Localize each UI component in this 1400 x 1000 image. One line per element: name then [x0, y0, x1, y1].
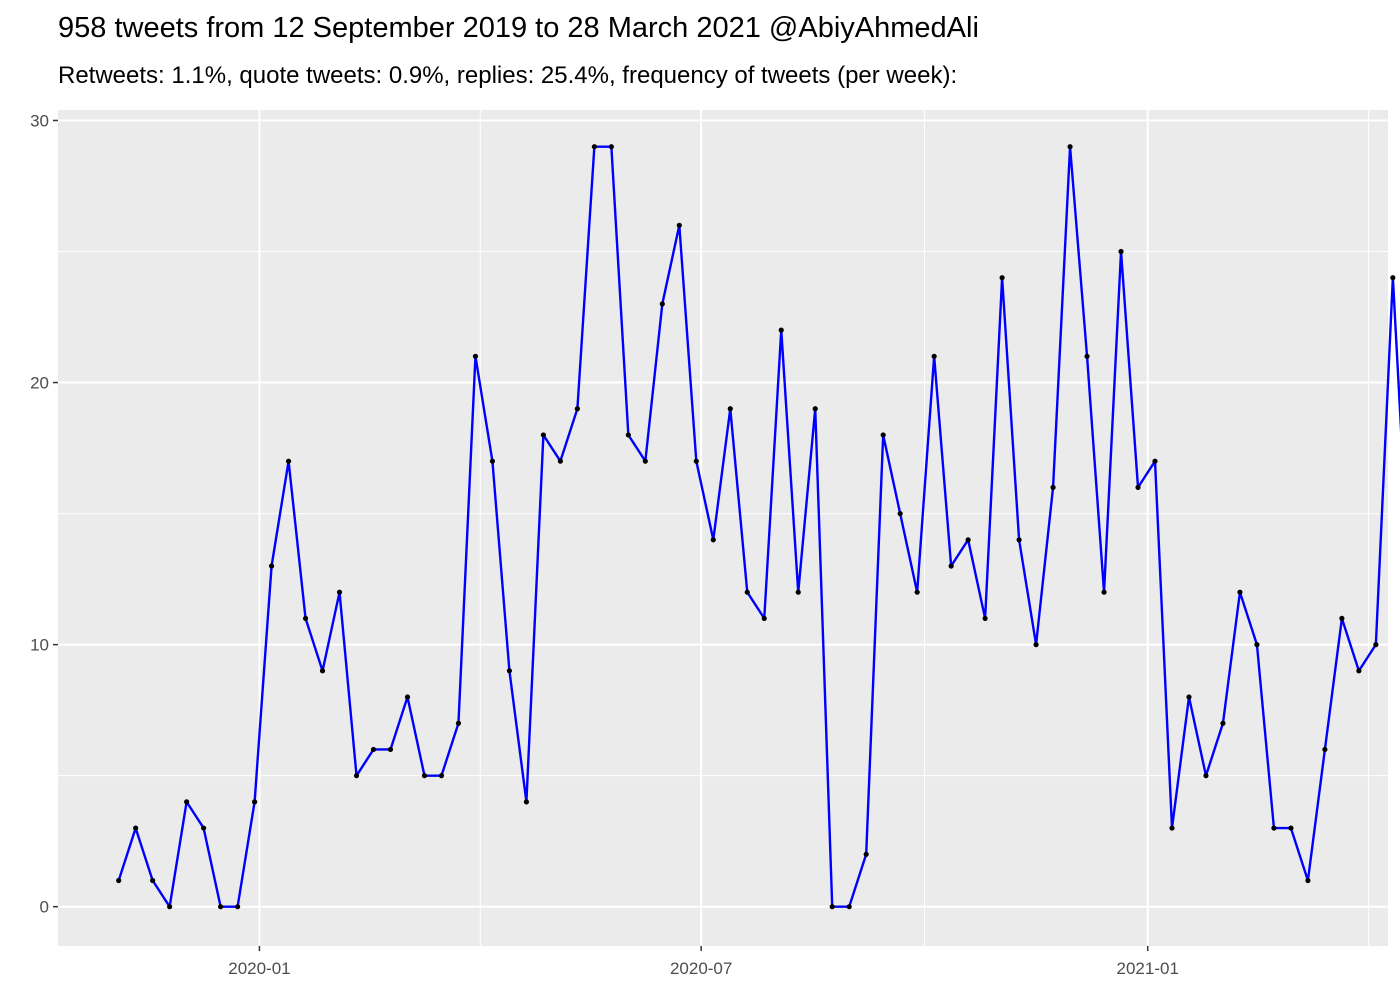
data-point — [1305, 877, 1311, 884]
data-point — [1152, 458, 1158, 464]
y-tick-label: 0 — [40, 898, 49, 917]
data-point — [778, 327, 784, 333]
data-point — [931, 353, 937, 359]
data-point — [812, 406, 818, 412]
data-point — [880, 432, 886, 438]
data-point — [1033, 642, 1039, 648]
data-point — [370, 746, 377, 753]
data-point — [506, 668, 513, 674]
data-point — [336, 589, 343, 595]
data-point — [268, 563, 275, 569]
data-point — [1220, 720, 1226, 726]
data-point — [421, 773, 428, 779]
data-point — [846, 904, 852, 910]
data-point — [319, 668, 326, 674]
data-point — [489, 458, 496, 464]
data-point — [235, 904, 241, 910]
data-point — [116, 877, 122, 884]
x-tick-label: 2020-07 — [670, 959, 732, 978]
data-point — [659, 301, 665, 307]
data-point — [744, 589, 750, 595]
data-point — [1254, 642, 1260, 648]
data-point — [167, 904, 173, 910]
data-point — [523, 799, 530, 805]
data-point — [897, 510, 903, 517]
data-point — [1186, 694, 1192, 700]
data-point — [353, 773, 360, 779]
x-tick-label: 2021-01 — [1117, 959, 1179, 978]
data-point — [591, 144, 597, 150]
chart-subtitle: Retweets: 1.1%, quote tweets: 0.9%, repl… — [58, 62, 958, 89]
data-point — [1339, 615, 1345, 622]
data-point — [472, 353, 479, 359]
data-point — [184, 799, 190, 805]
plot-panel — [58, 110, 1388, 946]
y-tick-label: 20 — [30, 374, 49, 393]
data-point — [1084, 353, 1090, 359]
data-point — [948, 563, 954, 569]
y-tick-label: 30 — [30, 111, 49, 130]
x-tick-label: 2020-01 — [228, 959, 290, 978]
data-point — [965, 537, 971, 543]
data-point — [455, 720, 462, 726]
data-point — [1067, 144, 1073, 150]
data-point — [438, 773, 445, 779]
data-point — [1237, 589, 1243, 595]
data-point — [1118, 248, 1124, 255]
data-point — [1016, 537, 1022, 543]
data-point — [574, 406, 580, 412]
data-point — [914, 589, 920, 595]
data-point — [1135, 484, 1141, 490]
data-point — [710, 537, 716, 543]
data-point — [540, 432, 547, 438]
data-point — [829, 904, 835, 910]
data-point — [1322, 746, 1328, 753]
data-point — [557, 458, 563, 464]
data-point — [1356, 668, 1362, 674]
data-point — [387, 746, 394, 753]
data-point — [218, 904, 224, 910]
data-point — [1390, 275, 1396, 281]
data-point — [982, 615, 988, 622]
data-point — [625, 432, 631, 438]
data-point — [761, 615, 767, 622]
data-point — [727, 406, 733, 412]
data-point — [133, 825, 139, 831]
data-point — [1288, 825, 1294, 831]
data-point — [285, 458, 292, 464]
data-point — [676, 222, 682, 228]
data-point — [251, 799, 258, 805]
data-point — [1373, 642, 1379, 648]
data-point — [150, 877, 156, 884]
data-point — [302, 615, 309, 622]
data-point — [795, 589, 801, 595]
data-point — [1203, 773, 1209, 779]
data-point — [1050, 484, 1056, 490]
data-point — [642, 458, 648, 464]
chart-title: 958 tweets from 12 September 2019 to 28 … — [58, 12, 979, 44]
data-point — [1271, 825, 1277, 831]
data-point — [201, 825, 207, 831]
data-point — [1169, 825, 1175, 831]
data-point — [404, 694, 411, 700]
data-point — [608, 144, 614, 150]
data-point — [693, 458, 699, 464]
data-point — [1101, 589, 1107, 595]
data-point — [863, 851, 869, 857]
y-tick-label: 10 — [30, 636, 49, 655]
data-point — [999, 275, 1005, 281]
